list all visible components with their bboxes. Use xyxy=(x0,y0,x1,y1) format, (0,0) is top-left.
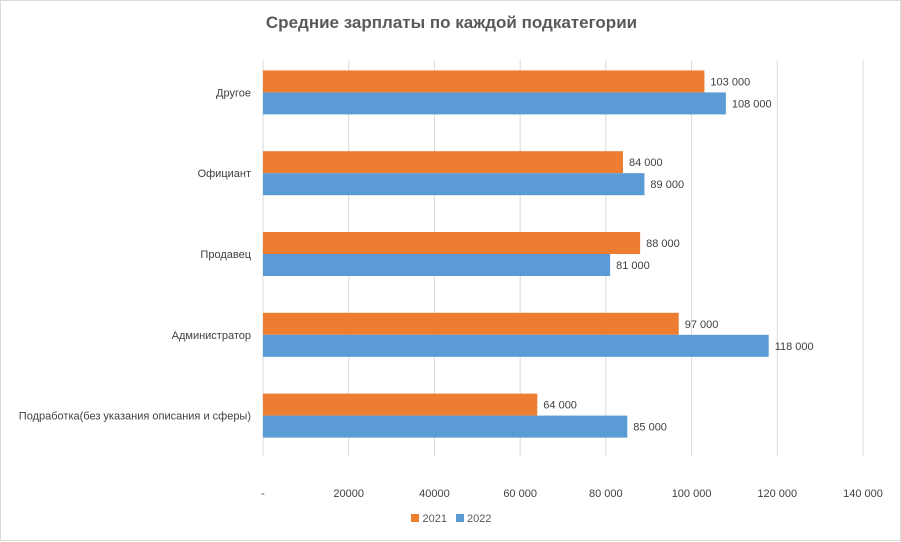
x-tick-label: 140 000 xyxy=(843,488,883,500)
x-tick-label: 60 000 xyxy=(503,488,537,500)
legend-swatch xyxy=(411,514,420,522)
data-label: 84 000 xyxy=(629,157,663,169)
bar-2021 xyxy=(263,151,623,174)
bar-2022 xyxy=(263,254,611,276)
x-tick-label: 100 000 xyxy=(672,488,712,500)
data-label: 88 000 xyxy=(646,238,680,250)
x-tick-label: 80 000 xyxy=(589,488,623,500)
bar-2021 xyxy=(263,312,679,335)
data-label: 85 000 xyxy=(633,422,667,434)
legend: 2021 2022 xyxy=(1,513,901,525)
category-label: Продавец xyxy=(200,249,251,261)
bar-2022 xyxy=(263,334,769,357)
category-label: Другое xyxy=(216,87,251,99)
legend-label: 2021 xyxy=(422,513,447,525)
data-label: 118 000 xyxy=(775,341,814,353)
bar-2021 xyxy=(263,70,705,93)
data-label: 108 000 xyxy=(732,98,772,110)
data-label: 81 000 xyxy=(616,260,650,272)
bar-2022 xyxy=(263,173,645,196)
bar-2021 xyxy=(263,232,641,254)
category-label: Администратор xyxy=(172,330,251,342)
x-tick-label: - xyxy=(261,488,265,500)
data-label: 64 000 xyxy=(543,400,577,412)
data-label: 97 000 xyxy=(685,319,719,331)
bar-2022 xyxy=(263,415,628,438)
x-tick-label: 20000 xyxy=(333,488,364,500)
x-tick-label: 120 000 xyxy=(757,488,797,500)
chart-title: Средние зарплаты по каждой подкатегории xyxy=(265,13,638,32)
legend-label: 2022 xyxy=(467,513,492,525)
bar-2021 xyxy=(263,393,538,416)
data-label: 89 000 xyxy=(650,179,684,191)
bar-2022 xyxy=(263,92,726,115)
legend-item-2022: 2022 xyxy=(456,513,492,525)
x-tick-label: 40000 xyxy=(419,488,450,500)
data-label: 103 000 xyxy=(710,76,750,88)
legend-swatch xyxy=(456,514,465,522)
category-label: Подработка(без указания описания и сферы… xyxy=(19,411,251,423)
category-label: Официант xyxy=(198,168,251,180)
legend-item-2021: 2021 xyxy=(411,513,447,525)
